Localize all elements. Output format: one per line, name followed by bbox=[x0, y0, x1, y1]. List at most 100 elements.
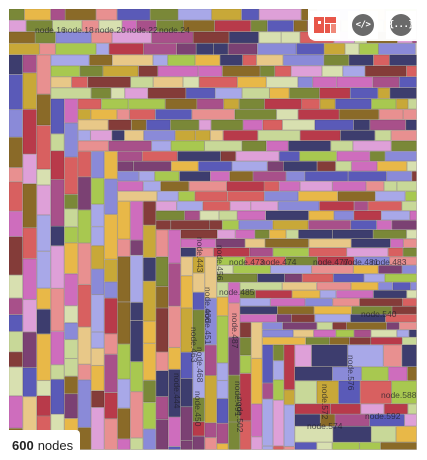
treemap-node[interactable] bbox=[262, 119, 283, 131]
treemap-node[interactable] bbox=[130, 320, 144, 362]
treemap-node[interactable] bbox=[143, 130, 176, 141]
treemap-node[interactable] bbox=[102, 65, 139, 77]
treemap-node[interactable] bbox=[22, 332, 37, 368]
treemap-node[interactable] bbox=[283, 389, 295, 405]
treemap-node[interactable] bbox=[378, 282, 393, 291]
treemap-node[interactable] bbox=[168, 416, 181, 447]
treemap-node[interactable] bbox=[175, 130, 196, 141]
treemap-node[interactable] bbox=[291, 65, 322, 77]
treemap-node[interactable] bbox=[131, 119, 147, 131]
treemap-node[interactable] bbox=[401, 344, 417, 367]
treemap-node[interactable] bbox=[130, 201, 144, 241]
treemap-node[interactable] bbox=[283, 344, 295, 390]
treemap-node[interactable] bbox=[155, 370, 169, 397]
treemap-node[interactable] bbox=[64, 208, 78, 227]
treemap-node[interactable] bbox=[36, 395, 51, 416]
treemap-node[interactable] bbox=[210, 171, 230, 182]
treemap-node[interactable] bbox=[384, 181, 397, 192]
treemap-node[interactable] bbox=[50, 179, 65, 227]
treemap-node[interactable] bbox=[91, 245, 105, 269]
treemap-node[interactable] bbox=[204, 140, 242, 152]
treemap-node[interactable] bbox=[239, 420, 252, 450]
treemap-node[interactable] bbox=[64, 376, 78, 394]
treemap-node[interactable] bbox=[277, 306, 314, 315]
treemap-node[interactable] bbox=[36, 251, 51, 289]
treemap-node[interactable] bbox=[192, 309, 205, 352]
treemap-node[interactable] bbox=[376, 220, 392, 230]
treemap-node[interactable] bbox=[9, 9, 25, 21]
treemap-node[interactable] bbox=[179, 171, 211, 182]
treemap-node[interactable] bbox=[192, 397, 205, 422]
treemap-node[interactable] bbox=[386, 171, 412, 182]
treemap-node[interactable] bbox=[291, 314, 315, 323]
treemap-node[interactable] bbox=[155, 229, 169, 257]
treemap-node[interactable] bbox=[122, 20, 137, 32]
treemap-node[interactable] bbox=[9, 395, 23, 429]
treemap-node[interactable] bbox=[336, 151, 370, 162]
treemap-node[interactable] bbox=[262, 337, 306, 345]
treemap-node[interactable] bbox=[223, 98, 239, 110]
treemap-node[interactable] bbox=[371, 426, 396, 443]
treemap-node[interactable] bbox=[320, 414, 335, 427]
treemap-node[interactable] bbox=[266, 76, 298, 88]
treemap-node[interactable] bbox=[9, 20, 27, 32]
treemap-node[interactable] bbox=[391, 380, 417, 404]
treemap-node[interactable] bbox=[36, 333, 51, 381]
treemap-node[interactable] bbox=[87, 76, 131, 88]
treemap-node[interactable] bbox=[345, 43, 360, 55]
treemap-node[interactable] bbox=[298, 109, 340, 120]
treemap-node[interactable] bbox=[50, 54, 90, 66]
treemap-node[interactable] bbox=[112, 31, 152, 44]
treemap-node[interactable] bbox=[313, 329, 336, 338]
treemap-node[interactable] bbox=[319, 201, 354, 211]
treemap-node[interactable] bbox=[170, 140, 205, 152]
treemap-node[interactable] bbox=[130, 255, 144, 303]
treemap-node[interactable] bbox=[215, 238, 245, 248]
treemap-node[interactable] bbox=[129, 109, 156, 120]
treemap-node[interactable] bbox=[209, 220, 223, 230]
treemap-node[interactable] bbox=[403, 238, 417, 248]
treemap-node[interactable] bbox=[389, 54, 417, 66]
treemap-node[interactable] bbox=[55, 43, 97, 55]
treemap-node[interactable] bbox=[216, 423, 229, 444]
treemap-node[interactable] bbox=[117, 109, 130, 120]
treemap-node[interactable] bbox=[378, 43, 416, 55]
treemap-node[interactable] bbox=[403, 109, 417, 120]
treemap-node[interactable] bbox=[346, 247, 388, 257]
treemap-node[interactable] bbox=[365, 65, 407, 77]
treemap-node[interactable] bbox=[77, 140, 109, 152]
treemap-node[interactable] bbox=[264, 191, 299, 202]
treemap-node[interactable] bbox=[228, 43, 258, 55]
treemap-node[interactable] bbox=[143, 257, 156, 282]
treemap-node[interactable] bbox=[351, 238, 391, 248]
treemap-node[interactable] bbox=[213, 43, 229, 55]
treemap-node[interactable] bbox=[168, 229, 181, 264]
treemap-node[interactable] bbox=[214, 20, 251, 32]
treemap-node[interactable] bbox=[77, 98, 102, 110]
treemap-node[interactable] bbox=[195, 54, 220, 66]
treemap-node[interactable] bbox=[335, 161, 352, 172]
treemap-node[interactable] bbox=[77, 243, 92, 285]
treemap-node[interactable] bbox=[9, 366, 23, 396]
treemap-node[interactable] bbox=[332, 181, 367, 192]
treemap-node[interactable] bbox=[104, 178, 118, 215]
treemap-node[interactable] bbox=[204, 375, 217, 423]
treemap-node[interactable] bbox=[77, 327, 92, 365]
treemap-node[interactable] bbox=[9, 109, 23, 138]
treemap-node[interactable] bbox=[36, 94, 51, 126]
treemap-node[interactable] bbox=[381, 210, 410, 221]
treemap-node[interactable] bbox=[373, 229, 407, 239]
treemap-node[interactable] bbox=[204, 345, 217, 376]
treemap-node[interactable] bbox=[180, 352, 193, 379]
treemap-node[interactable] bbox=[167, 54, 196, 66]
treemap-node[interactable] bbox=[354, 329, 371, 338]
treemap-node[interactable] bbox=[305, 298, 333, 307]
treemap-node[interactable] bbox=[294, 403, 331, 415]
treemap-node[interactable] bbox=[385, 314, 417, 323]
treemap-node[interactable] bbox=[91, 269, 105, 295]
treemap-node[interactable] bbox=[392, 282, 411, 291]
treemap-node[interactable] bbox=[369, 151, 385, 162]
treemap-node[interactable] bbox=[91, 226, 105, 246]
treemap-node[interactable] bbox=[117, 161, 134, 172]
treemap-node[interactable] bbox=[298, 229, 333, 239]
